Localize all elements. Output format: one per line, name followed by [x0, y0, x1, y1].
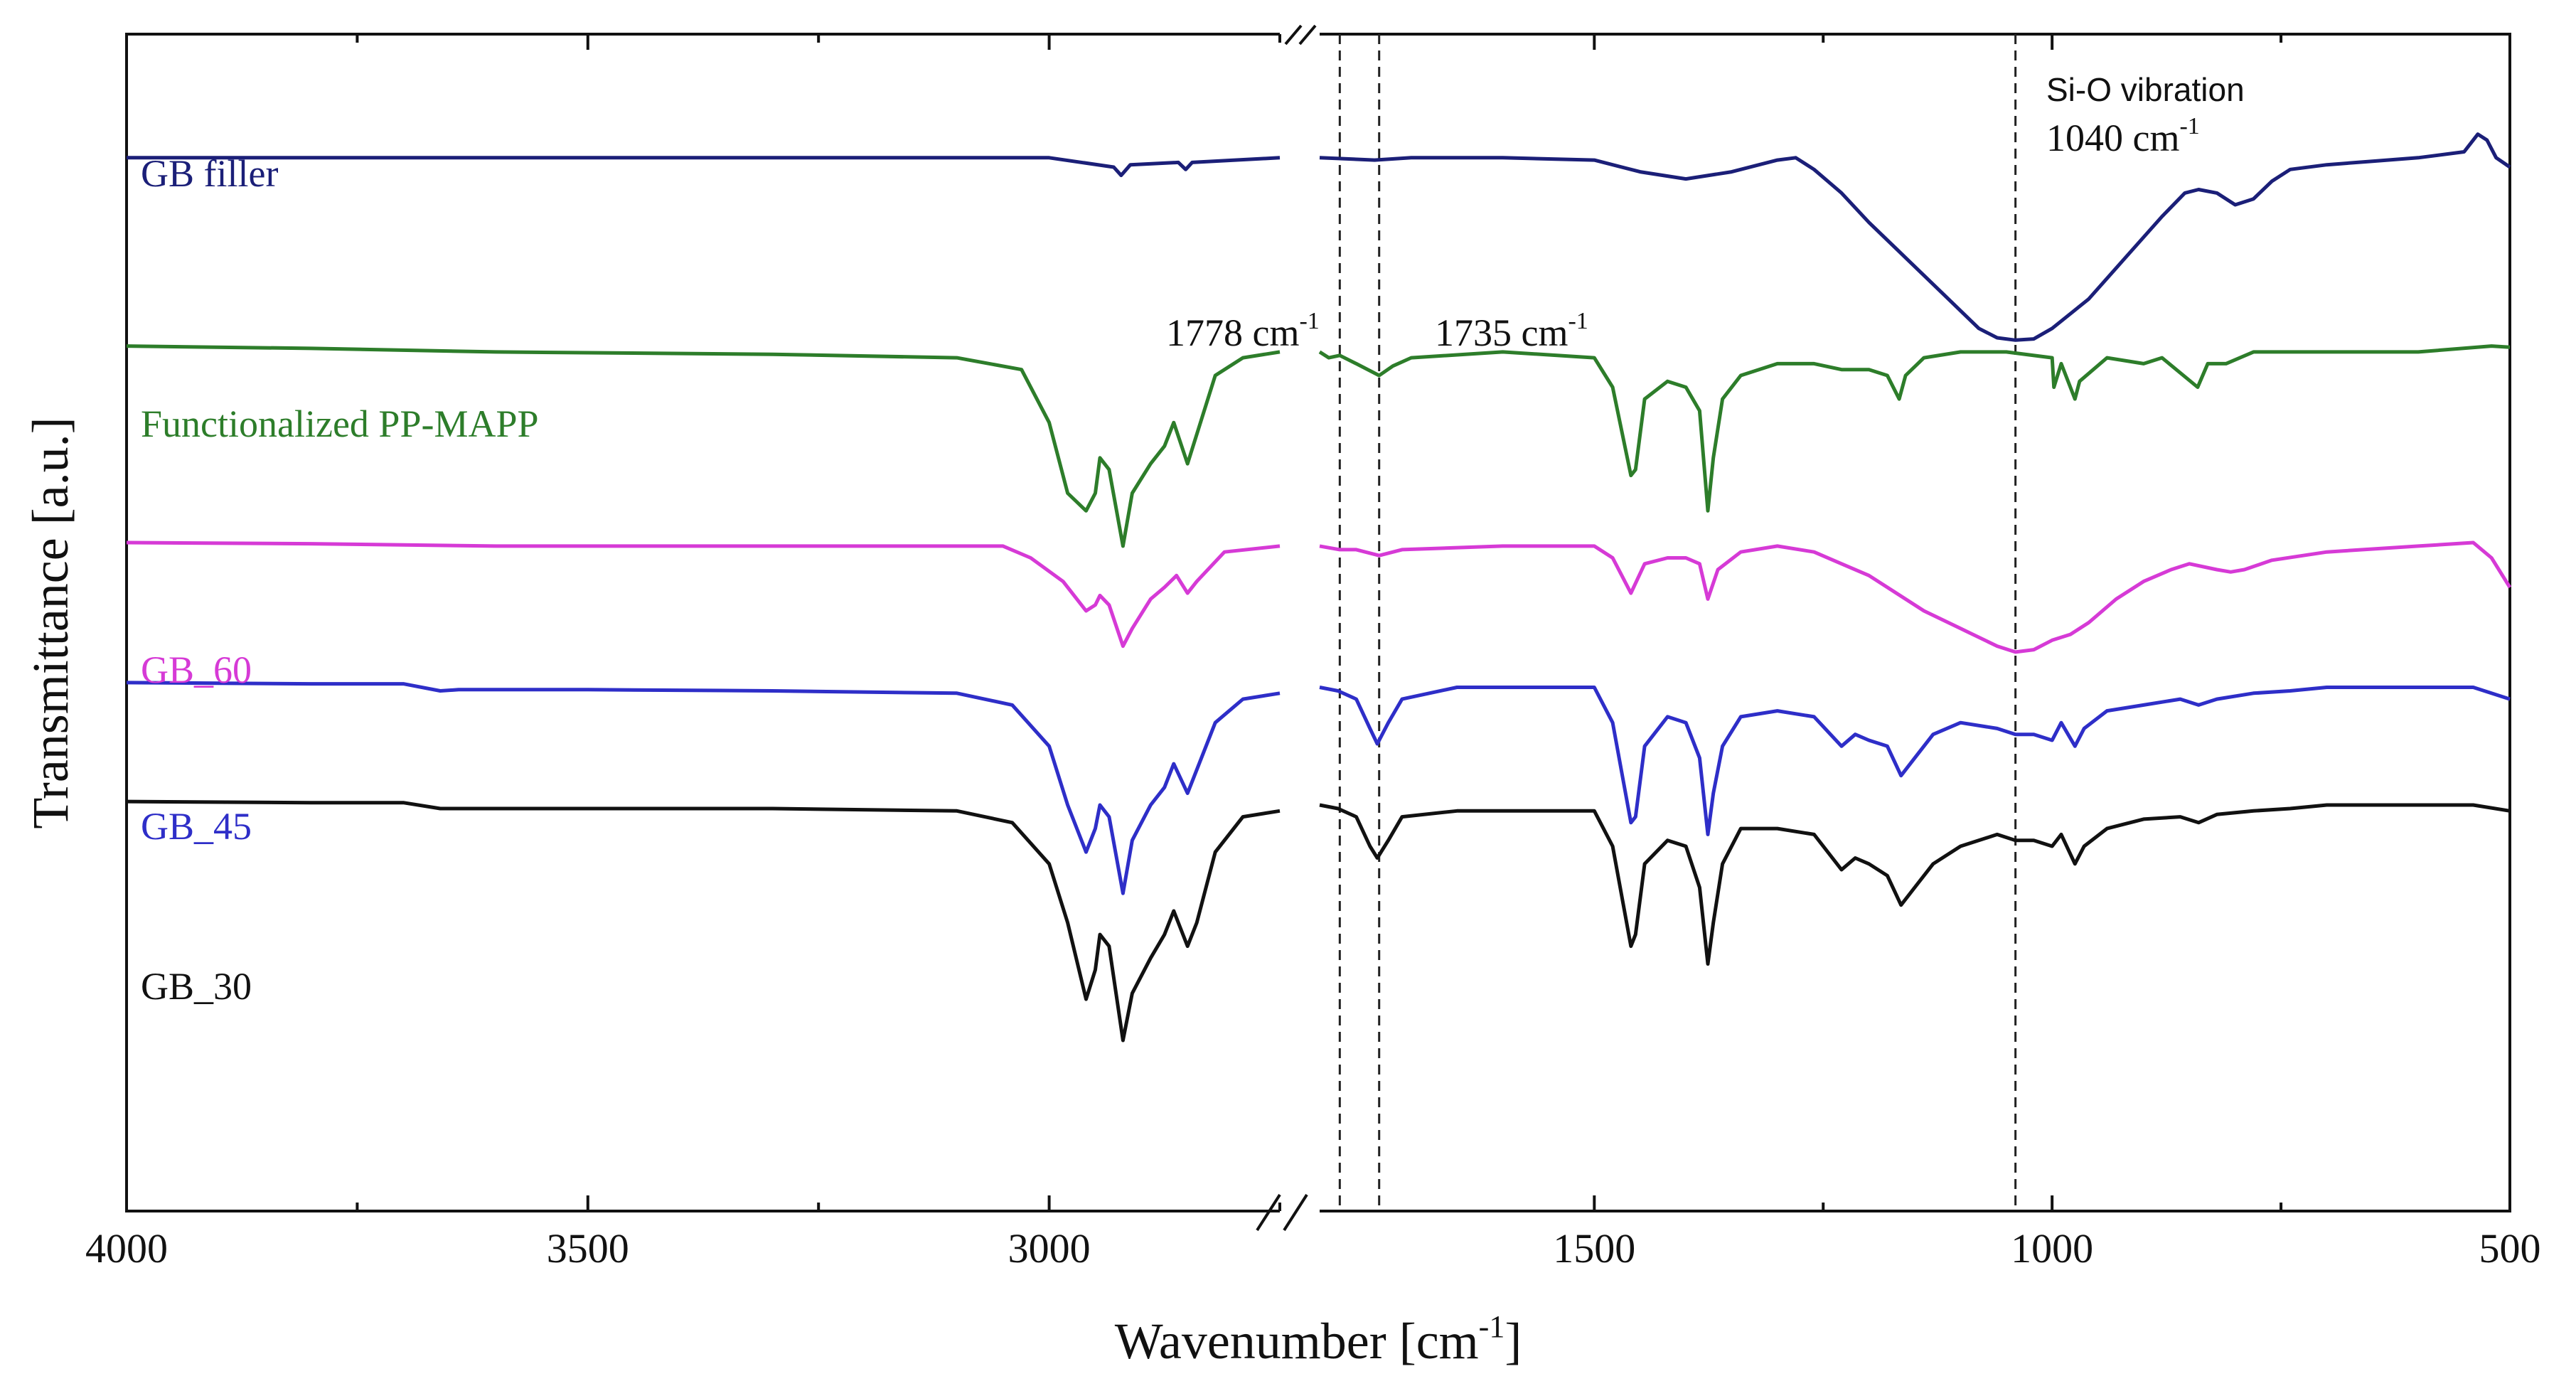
x-ticks: 4000 3500 3000 1500 1000 500	[85, 34, 2541, 1272]
series-line-4-right	[1319, 803, 2511, 966]
series-line-2-left	[126, 540, 1281, 649]
annotation-sio: Si-O vibration	[2046, 71, 2245, 108]
x-tick-label-3500: 3500	[547, 1225, 629, 1272]
series-line-1-left	[126, 344, 1281, 548]
annotation-1040: 1040 cm-1	[2046, 113, 2200, 159]
x-tick-label-1000: 1000	[2011, 1225, 2093, 1272]
annotation-1735: 1735 cm-1	[1435, 308, 1588, 354]
x-tick-label-1500: 1500	[1553, 1225, 1635, 1272]
x-axis-title: Wavenumber [cm-1]	[1115, 1309, 1522, 1370]
series-label-gb60: GB_60	[141, 649, 252, 691]
series-line-3-left	[126, 681, 1281, 895]
x-tick-label-500: 500	[2479, 1225, 2541, 1272]
axis-break	[1256, 21, 1320, 1232]
x-tick-label-4000: 4000	[85, 1225, 168, 1272]
x-tick-label-3000: 3000	[1008, 1225, 1091, 1272]
series-label-gb45: GB_45	[141, 805, 252, 848]
series-line-3-right	[1319, 686, 2511, 836]
series-line-0-left	[127, 156, 1281, 178]
series-line-4-left	[126, 799, 1281, 1043]
series-label-gb-filler: GB filler	[141, 152, 278, 195]
series-line-1-right	[1318, 344, 2511, 513]
reference-lines	[1338, 34, 2017, 1211]
series-label-gb30: GB_30	[141, 965, 252, 1008]
series-group	[126, 132, 2512, 1043]
annotation-1778: 1778 cm-1	[1166, 308, 1320, 354]
plot-frame	[125, 33, 2511, 1212]
series-line-2-right	[1319, 540, 2512, 654]
series-label-pp-mapp: Functionalized PP-MAPP	[141, 403, 539, 445]
y-axis-title: Transmittance [a.u.]	[22, 417, 79, 828]
series-line-0-right	[1319, 132, 2511, 342]
